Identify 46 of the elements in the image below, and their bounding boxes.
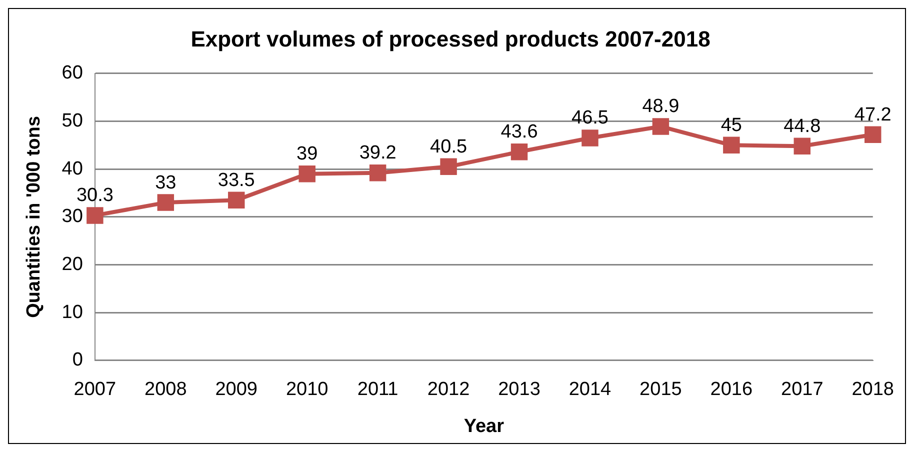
x-tick-label: 2015 [640, 379, 682, 400]
point [864, 126, 882, 143]
data-label: 48.9 [642, 96, 680, 118]
data-label: 30.3 [76, 185, 114, 206]
point [369, 164, 386, 182]
data-label: 43.6 [500, 122, 538, 143]
data-label: 33 [155, 172, 176, 194]
y-axis-title: Quantities in '000 tons [24, 116, 45, 318]
y-tick-label: 50 [62, 110, 83, 132]
x-axis-title: Year [464, 416, 505, 437]
y-tick-label: 10 [62, 302, 83, 323]
x-tick-label: 2010 [286, 379, 328, 400]
point [228, 192, 245, 209]
x-tick-label: 2014 [568, 379, 612, 400]
y-tick-label: 60 [62, 62, 83, 84]
x-tick-label: 2018 [852, 379, 894, 400]
chart-title: Export volumes of processed products 2007-2018 [190, 26, 710, 52]
y-tick-label: 40 [62, 158, 83, 180]
y-tick-label: 0 [72, 350, 83, 371]
data-label: 46.5 [571, 108, 608, 129]
data-label: 39.2 [359, 142, 396, 164]
x-tick-label: 2011 [357, 379, 398, 400]
point [723, 136, 740, 154]
data-label: 33.5 [218, 170, 255, 191]
x-tick-label: 2016 [710, 379, 753, 400]
x-tick-label: 2007 [74, 379, 116, 400]
point [652, 118, 670, 135]
x-tick-label: 2017 [781, 379, 824, 400]
data-label: 44.8 [784, 116, 821, 137]
data-label: 45 [720, 114, 742, 136]
point [794, 138, 811, 154]
data-label: 47.2 [854, 104, 892, 126]
point [582, 130, 598, 146]
x-tick-label: 2013 [498, 379, 540, 400]
point [157, 194, 174, 211]
point [86, 207, 104, 224]
point [440, 158, 457, 176]
y-tick-label: 20 [62, 254, 83, 275]
x-tick-label: 2008 [144, 379, 187, 400]
x-tick-label: 2012 [427, 379, 470, 400]
y-tick-label: 30 [62, 206, 83, 228]
point [298, 165, 316, 182]
data-label: 40.5 [430, 136, 468, 158]
point [510, 143, 528, 160]
data-label: 39 [296, 144, 318, 165]
x-tick-label: 2009 [215, 379, 258, 400]
